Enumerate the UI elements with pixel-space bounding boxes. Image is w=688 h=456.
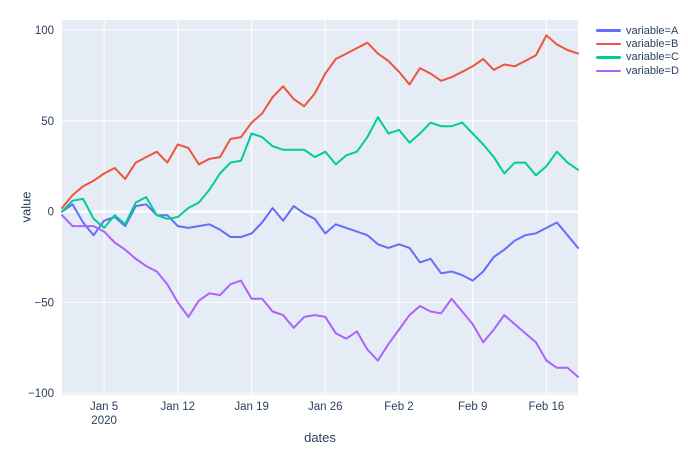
legend-line-swatch-c: [596, 56, 621, 59]
legend-label-b: variable=B: [626, 38, 679, 51]
legend-line-swatch-a: [596, 29, 621, 32]
legend-line-swatch-b: [596, 42, 621, 46]
svg-text:0: 0: [48, 207, 54, 219]
svg-text:Jan 5: Jan 5: [90, 401, 118, 413]
legend-item-variable-d[interactable]: variable=D: [596, 64, 679, 77]
svg-text:−100: −100: [28, 388, 54, 400]
legend-label-a: variable=A: [626, 24, 679, 37]
legend-label-d: variable=D: [626, 64, 679, 77]
legend: variable=A variable=B variable=C variabl…: [596, 24, 679, 78]
svg-text:Feb 16: Feb 16: [528, 401, 564, 413]
legend-item-variable-a[interactable]: variable=A: [596, 24, 679, 37]
svg-text:Feb 9: Feb 9: [458, 401, 487, 413]
legend-item-variable-c[interactable]: variable=C: [596, 51, 679, 64]
legend-label-c: variable=C: [626, 51, 679, 64]
y-axis-title: value: [18, 191, 34, 223]
svg-text:50: 50: [41, 116, 54, 128]
svg-text:2020: 2020: [91, 415, 117, 427]
svg-text:−50: −50: [34, 297, 54, 309]
svg-text:Feb 2: Feb 2: [384, 401, 413, 413]
svg-text:Jan 19: Jan 19: [234, 401, 269, 413]
x-axis-title: dates: [304, 430, 336, 445]
legend-line-swatch-d: [596, 69, 621, 73]
svg-text:Jan 26: Jan 26: [308, 401, 343, 413]
svg-text:100: 100: [35, 25, 54, 37]
legend-item-variable-b[interactable]: variable=B: [596, 37, 679, 50]
svg-text:Jan 12: Jan 12: [161, 401, 196, 413]
